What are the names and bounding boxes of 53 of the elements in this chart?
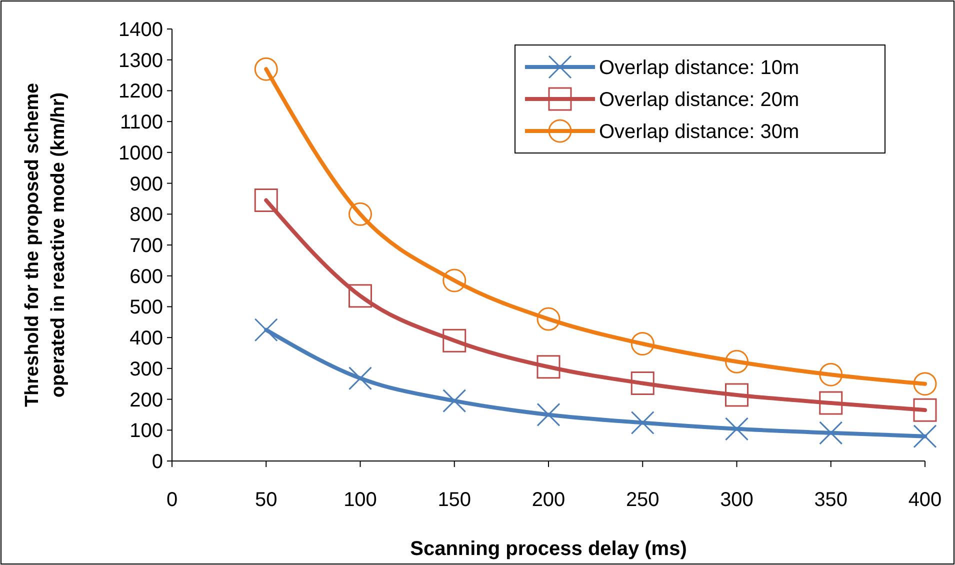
point [630,410,654,434]
point [913,398,937,422]
point [819,421,843,445]
point [913,424,937,448]
y-tick-label: 1100 [120,112,163,134]
y-tick-label: 1000 [118,142,163,164]
point [725,417,748,441]
y-tick-label: 1300 [118,50,163,72]
legend-label: Overlap distance: 10m [599,57,800,79]
point [819,391,843,415]
x-tick-label: 150 [438,489,472,511]
x-tick-label: 0 [166,489,178,511]
x-tick-label: 350 [814,489,848,511]
legend-label: Overlap distance: 20m [599,89,800,111]
point [819,362,843,386]
point [348,284,372,308]
y-tick-label: 400 [130,328,163,350]
point [348,366,372,390]
point [630,332,654,356]
y-tick-label: 600 [130,266,163,288]
x-tick-label: 250 [626,489,660,511]
y-tick-label: 0 [152,451,163,473]
x-tick-label: 200 [532,489,566,511]
point [536,355,560,379]
point [254,188,278,212]
point [913,372,937,396]
point [348,202,372,226]
y-tick-label: 500 [130,296,163,319]
x-axis-title: Scanning process delay (ms) [410,538,687,560]
point [254,318,278,342]
point [630,371,654,395]
y-tick-label: 1200 [118,80,163,103]
point [442,268,466,292]
point [442,389,466,413]
point [442,328,466,352]
x-tick-label: 300 [720,489,754,511]
point [725,350,748,374]
y-tick-label: 800 [130,204,163,226]
x-tick-label: 100 [344,489,377,511]
point [725,383,748,407]
y-tick-label: 900 [130,173,163,196]
x-tick-label: 50 [255,489,278,511]
point [536,402,560,426]
y-tick-label: 200 [130,389,163,412]
y-tick-label: 300 [130,358,163,380]
y-tick-label: 100 [130,420,163,442]
x-tick-label: 400 [908,489,942,511]
legend-label: Overlap distance: 30m [599,121,800,143]
y-axis-title: Threshold for the proposed scheme operated in reactive mode (km/hr) [22,82,69,408]
y-tick-label: 1400 [118,19,163,41]
point [536,307,560,331]
y-tick-label: 700 [130,235,163,257]
point [254,57,278,81]
